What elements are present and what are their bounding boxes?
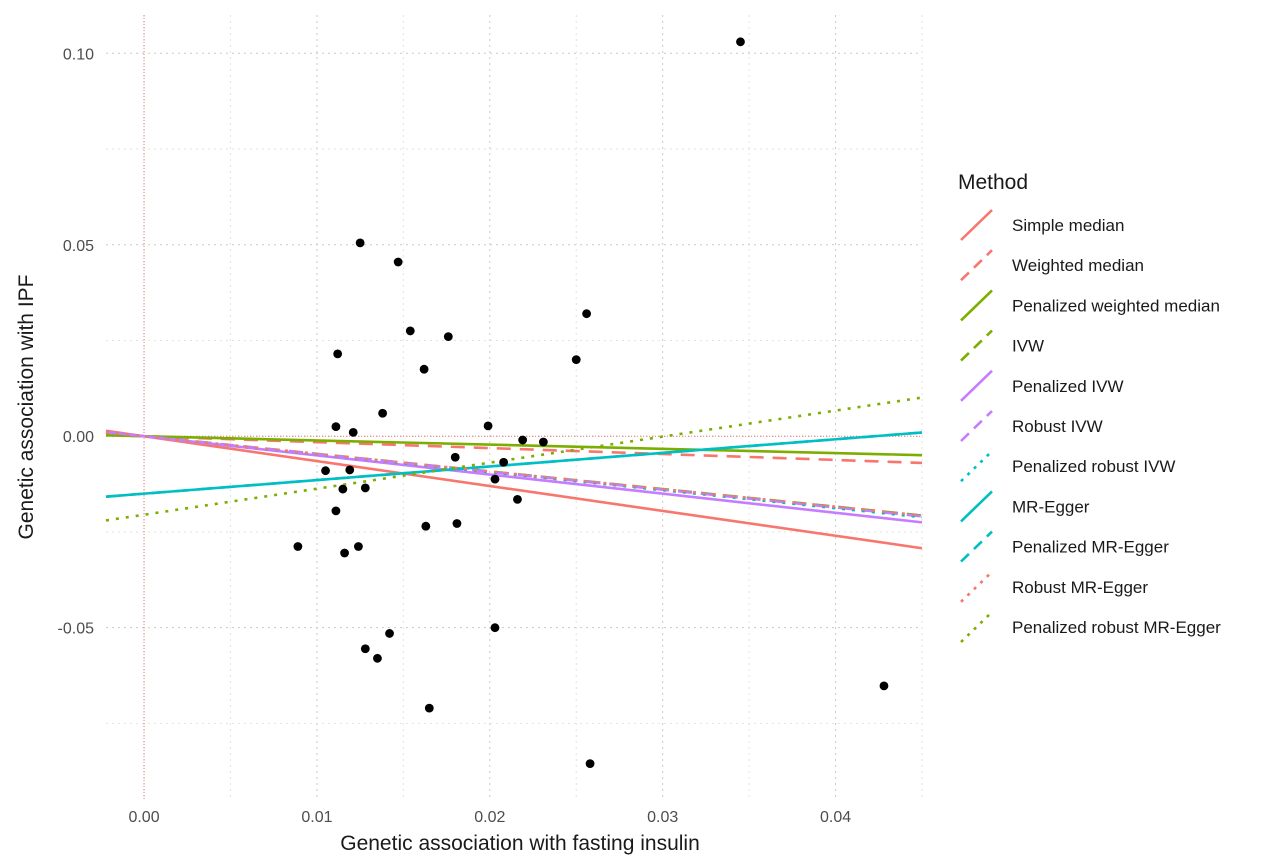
legend-key-9 xyxy=(961,532,992,562)
data-point xyxy=(491,475,500,484)
legend-key-7 xyxy=(961,451,992,481)
legend-label-7: Penalized robust IVW xyxy=(1012,457,1175,476)
data-point xyxy=(321,466,330,475)
legend-key-10 xyxy=(961,572,992,602)
data-point xyxy=(491,623,500,632)
legend-key-5 xyxy=(961,371,992,401)
legend-label-1: Simple median xyxy=(1012,216,1124,235)
method-lines xyxy=(106,398,922,549)
x-tick-label: 0.00 xyxy=(128,809,159,826)
x-tick-label: 0.03 xyxy=(647,809,678,826)
mr-scatter-plot: 0.00 0.01 0.02 0.03 0.04 -0.05 0.00 0.05 0.10 G… xyxy=(0,0,1280,864)
data-point xyxy=(406,327,415,336)
data-point xyxy=(349,428,358,437)
legend-label-11: Penalized robust MR-Egger xyxy=(1012,618,1221,637)
x-axis-title: Genetic association with fasting insulin xyxy=(340,832,700,855)
reference-lines xyxy=(106,15,922,800)
legend-title: Method xyxy=(958,171,1028,194)
y-tick-label: 0.00 xyxy=(63,429,94,446)
legend-key-6 xyxy=(961,411,992,441)
y-axis-title: Genetic association with IPF xyxy=(15,275,38,540)
data-point xyxy=(394,258,403,267)
plot-grid xyxy=(106,15,922,800)
y-axis-ticks: -0.05 0.00 0.05 0.10 xyxy=(58,46,95,637)
data-point xyxy=(361,484,370,493)
data-point xyxy=(332,422,341,431)
legend-label-6: Robust IVW xyxy=(1012,417,1103,436)
data-point xyxy=(586,759,595,768)
data-point xyxy=(518,436,527,445)
data-point xyxy=(420,365,429,374)
legend-label-9: Penalized MR-Egger xyxy=(1012,538,1169,557)
data-point xyxy=(378,409,387,418)
data-point xyxy=(484,421,493,430)
legend-label-2: Weighted median xyxy=(1012,256,1144,275)
x-tick-label: 0.04 xyxy=(820,809,851,826)
legend-key-1 xyxy=(961,210,992,240)
data-point xyxy=(338,485,347,494)
data-point xyxy=(539,438,548,447)
data-point xyxy=(340,549,349,558)
data-point xyxy=(345,466,354,475)
data-points xyxy=(293,37,888,768)
legend-key-11 xyxy=(961,612,992,642)
data-point xyxy=(385,629,394,638)
data-point xyxy=(361,644,370,653)
data-point xyxy=(293,542,302,551)
x-tick-label: 0.02 xyxy=(474,809,505,826)
legend-label-3: Penalized weighted median xyxy=(1012,296,1220,315)
x-tick-label: 0.01 xyxy=(301,809,332,826)
legend-key-4 xyxy=(961,331,992,361)
method-line-1 xyxy=(106,431,922,548)
data-point xyxy=(332,506,341,515)
data-point xyxy=(333,349,342,358)
y-tick-label: -0.05 xyxy=(58,621,95,638)
data-point xyxy=(354,542,363,551)
data-point xyxy=(453,519,462,528)
legend: Method Simple median Weighted median Penal… xyxy=(958,171,1221,642)
x-axis-ticks: 0.00 0.01 0.02 0.03 0.04 xyxy=(128,809,851,826)
data-point xyxy=(880,681,889,690)
data-point xyxy=(425,704,434,713)
y-tick-label: 0.05 xyxy=(63,238,94,255)
data-point xyxy=(444,332,453,341)
data-point xyxy=(451,453,460,462)
legend-key-8 xyxy=(961,491,992,521)
legend-label-8: MR-Egger xyxy=(1012,497,1090,516)
data-point xyxy=(356,238,365,247)
data-point xyxy=(499,458,508,467)
legend-label-4: IVW xyxy=(1012,337,1044,356)
legend-key-2 xyxy=(961,250,992,280)
data-point xyxy=(513,495,522,504)
y-tick-label: 0.10 xyxy=(63,46,94,63)
data-point xyxy=(736,37,745,46)
legend-label-5: Penalized IVW xyxy=(1012,377,1124,396)
data-point xyxy=(572,355,581,364)
legend-label-10: Robust MR-Egger xyxy=(1012,578,1148,597)
data-point xyxy=(373,654,382,663)
data-point xyxy=(421,522,430,531)
legend-key-3 xyxy=(961,290,992,320)
data-point xyxy=(582,309,591,318)
